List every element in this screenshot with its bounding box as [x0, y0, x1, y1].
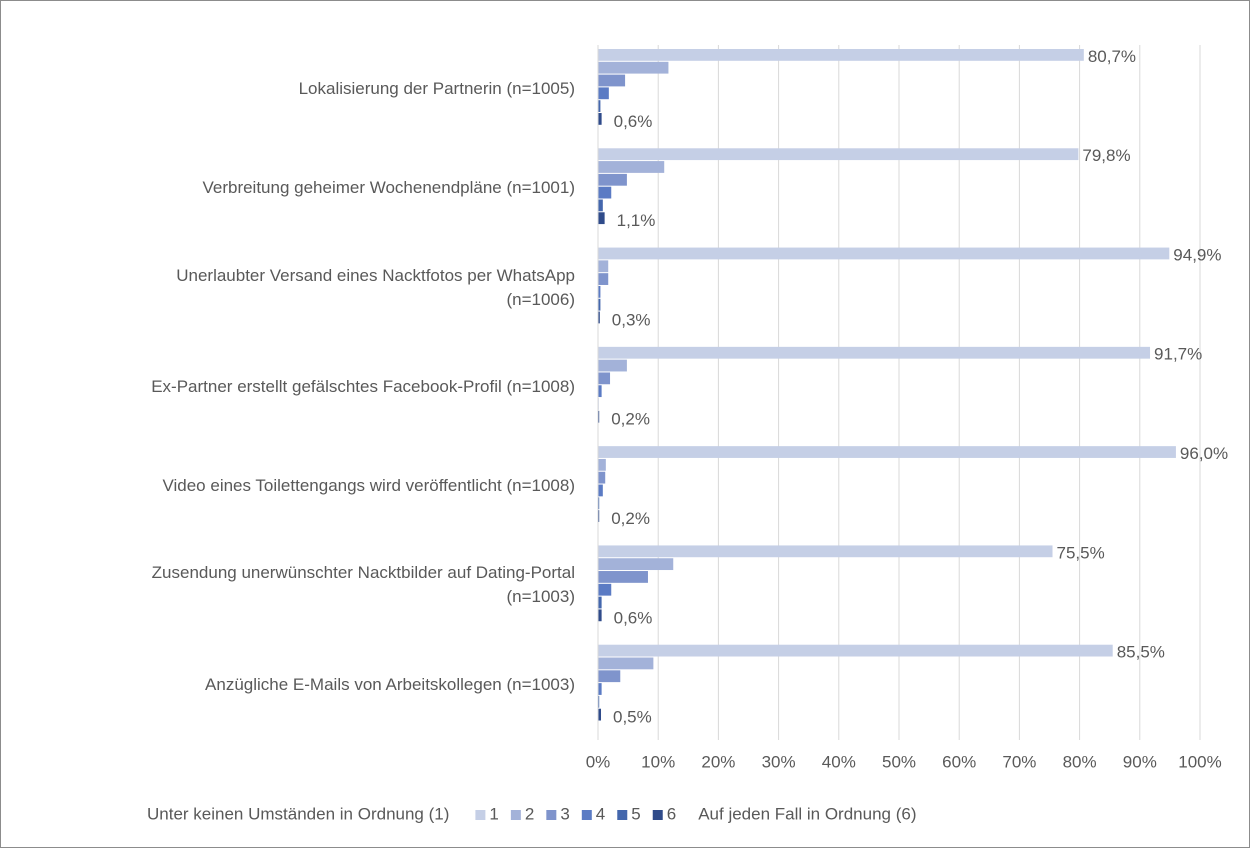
bar	[598, 100, 601, 112]
category-label: Lokalisierung der Partnerin (n=1005)	[298, 79, 575, 98]
bar	[598, 161, 665, 173]
legend-label: Unter keinen Umständen in Ordnung (1)	[147, 804, 449, 823]
bar	[598, 372, 611, 385]
legend-swatch	[617, 810, 628, 820]
x-tick-label: 50%	[882, 752, 916, 771]
data-label: 91,7%	[1154, 345, 1202, 364]
bar	[598, 609, 602, 622]
legend-entry: 6	[667, 804, 676, 823]
bar	[598, 670, 621, 683]
category-label: Anzügliche E-Mails von Arbeitskollegen (…	[205, 674, 575, 694]
bar	[598, 583, 612, 596]
bar	[598, 683, 602, 695]
bar	[598, 273, 609, 285]
bar	[598, 298, 601, 311]
bar	[598, 695, 600, 708]
bar	[598, 199, 603, 212]
bar	[598, 173, 627, 186]
bar	[598, 484, 603, 497]
x-tick-label: 20%	[701, 752, 735, 771]
bar	[598, 212, 605, 225]
category-label: Ex-Partner erstellt gefälschtes Facebook…	[151, 376, 575, 396]
data-label: 96,0%	[1180, 444, 1228, 463]
bar	[598, 346, 1151, 359]
data-label: 0,5%	[613, 708, 652, 727]
legend-swatch	[510, 810, 521, 820]
bar	[598, 446, 1176, 458]
bar	[598, 74, 626, 87]
bar	[598, 458, 606, 471]
bar	[598, 558, 674, 571]
bar	[598, 410, 600, 423]
bar	[598, 186, 612, 199]
data-label: 75,5%	[1057, 543, 1105, 562]
legend-swatch	[546, 810, 557, 820]
bar	[598, 311, 600, 324]
legend-entry: 4	[596, 804, 605, 823]
legend-swatch	[475, 810, 486, 820]
data-label: 0,6%	[614, 112, 653, 131]
bar	[598, 148, 1079, 161]
bar	[598, 49, 1084, 61]
bar	[598, 87, 609, 100]
category-label: Video eines Toilettengangs wird veröffen…	[162, 476, 575, 496]
bar	[598, 510, 600, 522]
legend-label: Auf jeden Fall in Ordnung (6)	[698, 804, 916, 823]
bar	[598, 61, 669, 74]
data-label: 1,1%	[617, 211, 656, 230]
bar	[598, 596, 602, 609]
data-label: 79,8%	[1082, 146, 1130, 165]
x-tick-label: 0%	[586, 752, 611, 771]
bar	[598, 571, 648, 583]
bar	[598, 657, 654, 670]
x-tick-label: 10%	[641, 752, 675, 771]
legend-swatch	[652, 810, 663, 820]
bar	[598, 285, 601, 298]
legend-entry: 1	[489, 804, 498, 823]
data-label: 94,9%	[1173, 245, 1221, 264]
data-label: 85,5%	[1117, 643, 1165, 662]
x-tick-label: 100%	[1178, 752, 1221, 771]
category-label: Zusendung unerwünschter Nacktbilder auf …	[151, 563, 575, 607]
legend-swatch	[581, 810, 592, 820]
x-tick-label: 90%	[1123, 752, 1157, 771]
data-label: 0,3%	[612, 310, 651, 329]
bar	[598, 644, 1113, 657]
x-tick-label: 80%	[1063, 752, 1097, 771]
bar	[598, 359, 627, 372]
x-tick-label: 70%	[1002, 752, 1036, 771]
legend-entry: 3	[560, 804, 569, 823]
data-label: 0,2%	[611, 509, 650, 528]
bar	[598, 113, 602, 125]
category-label: Verbreitung geheimer Wochenendpläne (n=1…	[202, 178, 575, 198]
data-label: 0,6%	[614, 608, 653, 627]
bar	[598, 260, 609, 273]
x-tick-label: 40%	[822, 752, 856, 771]
x-tick-label: 30%	[762, 752, 796, 771]
legend-entry: 5	[631, 804, 640, 823]
legend-entry: 2	[525, 804, 534, 823]
bar	[598, 545, 1053, 558]
bar	[598, 247, 1170, 260]
data-label: 0,2%	[611, 410, 650, 429]
category-label: Unerlaubter Versand eines Nacktfotos per…	[176, 265, 575, 309]
x-tick-label: 60%	[942, 752, 976, 771]
data-label: 80,7%	[1088, 47, 1136, 66]
bar	[598, 708, 602, 721]
bar	[598, 385, 602, 398]
bar	[598, 471, 606, 484]
bar	[598, 497, 600, 510]
